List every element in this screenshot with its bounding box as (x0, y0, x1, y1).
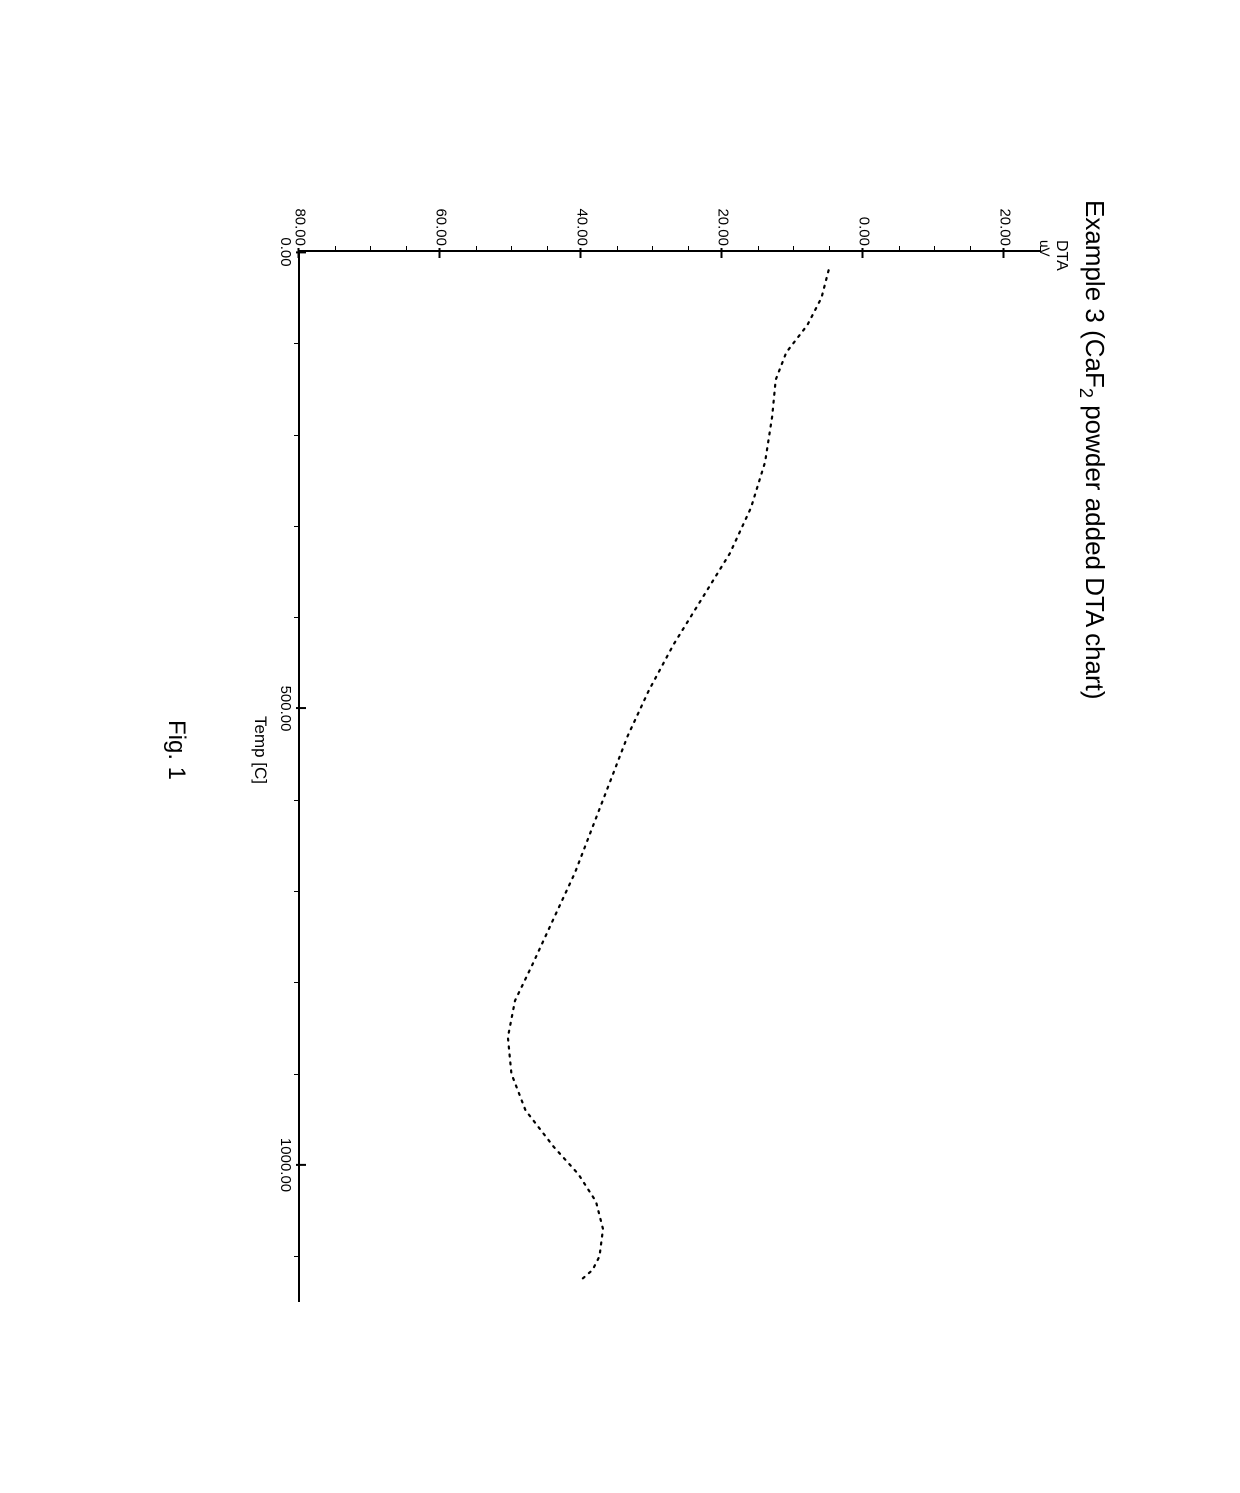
y-tick-minor (617, 246, 618, 252)
y-tick-minor (1040, 246, 1041, 252)
y-tick-minor (335, 246, 336, 252)
y-tick-minor (511, 246, 512, 252)
y-axis-label: DTA uV (1037, 240, 1070, 271)
y-tick-label: 0.00 (855, 217, 872, 252)
figure-caption-text: Fig. 1 (163, 720, 190, 780)
y-tick-label: 20.00 (714, 208, 731, 252)
y-tick-label: 60.00 (432, 208, 449, 252)
x-tick-label: 500.00 (277, 686, 300, 732)
x-tick-minor (294, 891, 300, 892)
x-tick-minor (294, 1074, 300, 1075)
x-axis-label: Temp [C] (250, 120, 270, 1380)
title-suffix: powder added DTA chart) (1080, 398, 1110, 700)
x-axis-label-text: Temp [C] (251, 716, 270, 784)
dta-curve (300, 252, 1040, 1302)
x-tick-label: 1000.00 (277, 1138, 300, 1192)
y-tick-minor (688, 246, 689, 252)
title-subscript: 2 (1076, 388, 1096, 398)
y-tick-minor (370, 246, 371, 252)
figure-caption: Fig. 1 (162, 120, 190, 1380)
y-axis-label-line1: DTA (1052, 240, 1070, 271)
y-tick-label: 40.00 (573, 208, 590, 252)
y-tick-minor (793, 246, 794, 252)
x-tick-minor (294, 435, 300, 436)
x-tick-label: 0.00 (277, 237, 300, 266)
rotated-chart-wrap: Example 3 (CaF2 powder added DTA chart) … (110, 120, 1110, 1380)
dta-curve-path (508, 270, 829, 1279)
y-tick-minor (970, 246, 971, 252)
chart-title: Example 3 (CaF2 powder added DTA chart) (1075, 200, 1110, 700)
x-tick-minor (294, 1256, 300, 1257)
y-tick-minor (758, 246, 759, 252)
y-tick-label: 20.00 (996, 208, 1013, 252)
y-tick-minor (899, 246, 900, 252)
y-tick-minor (547, 246, 548, 252)
x-tick-minor (294, 526, 300, 527)
y-tick-minor (476, 246, 477, 252)
plot-area: 20.000.0020.0040.0060.0080.000.00500.001… (298, 250, 1040, 1302)
title-prefix: Example 3 (CaF (1080, 200, 1110, 388)
page: Example 3 (CaF2 powder added DTA chart) … (0, 0, 1240, 1493)
y-tick-minor (934, 246, 935, 252)
y-tick-minor (829, 246, 830, 252)
x-tick-minor (294, 800, 300, 801)
y-tick-minor (652, 246, 653, 252)
x-tick-minor (294, 343, 300, 344)
y-tick-minor (406, 246, 407, 252)
x-tick-minor (294, 982, 300, 983)
x-tick-minor (294, 617, 300, 618)
